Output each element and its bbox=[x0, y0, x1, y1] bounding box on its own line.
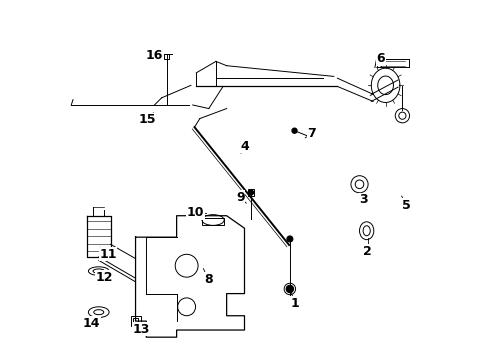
Bar bbox=[131, 316, 141, 326]
Text: 12: 12 bbox=[96, 271, 113, 284]
Circle shape bbox=[285, 285, 293, 293]
Circle shape bbox=[248, 190, 253, 195]
Text: 9: 9 bbox=[235, 191, 244, 204]
Text: 13: 13 bbox=[133, 323, 150, 336]
Text: 5: 5 bbox=[401, 198, 409, 212]
Circle shape bbox=[286, 236, 292, 242]
Text: 1: 1 bbox=[289, 297, 298, 310]
Bar bbox=[202, 218, 224, 225]
Text: 6: 6 bbox=[376, 52, 385, 65]
Circle shape bbox=[291, 128, 296, 133]
Text: 10: 10 bbox=[186, 206, 203, 219]
Text: 14: 14 bbox=[82, 317, 100, 330]
Text: 16: 16 bbox=[145, 49, 163, 62]
Bar bbox=[163, 54, 169, 59]
Text: 11: 11 bbox=[99, 248, 117, 261]
Bar bbox=[133, 318, 138, 323]
Text: 2: 2 bbox=[363, 245, 371, 258]
Text: 7: 7 bbox=[306, 127, 315, 140]
Text: 15: 15 bbox=[138, 113, 156, 126]
Text: 8: 8 bbox=[203, 273, 212, 286]
Text: 3: 3 bbox=[358, 193, 366, 206]
Bar bbox=[247, 189, 253, 196]
Text: 4: 4 bbox=[240, 140, 248, 153]
